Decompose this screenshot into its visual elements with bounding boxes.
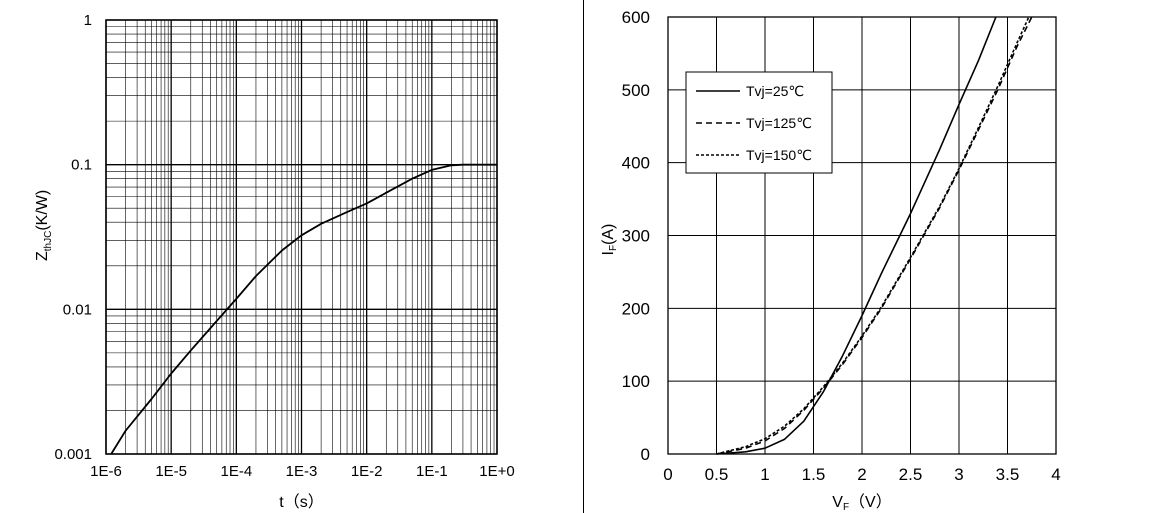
x-tick-label: 0.5 <box>705 465 729 484</box>
x-tick-label: 4 <box>1051 465 1060 484</box>
x-tick-label: 1E-4 <box>220 463 252 480</box>
forward-characteristic-chart: 0 0.5 1 1.5 2 2.5 3 3.5 4 0 100 200 300 400 500 600 Tvj=… <box>600 8 1061 513</box>
curve-tvj-125 <box>716 16 1033 455</box>
legend-entry: Tvj=125℃ <box>746 115 812 131</box>
x-axis-label: t（s） <box>279 493 323 511</box>
y-axis-label: ZthJC(K/W) <box>34 190 54 261</box>
x-tick-label: 2.5 <box>899 465 923 484</box>
x-tick-label: 1E-3 <box>286 463 318 480</box>
x-axis-label: VF（V） <box>832 493 891 513</box>
y-tick-label: 0 <box>641 445 650 464</box>
legend-entry: Tvj=25℃ <box>746 83 804 99</box>
y-tick-label: 600 <box>622 8 650 27</box>
y-tick-label: 200 <box>622 299 650 318</box>
y-tick-label: 1 <box>84 12 92 29</box>
curve-tvj-150 <box>716 16 1030 455</box>
y-axis-label: IF(A) <box>600 224 619 256</box>
x-tick-label: 1E-6 <box>90 463 122 480</box>
y-tick-label: 0.1 <box>71 157 92 174</box>
x-tick-label: 1E+0 <box>479 463 514 480</box>
x-tick-label: 1.5 <box>802 465 826 484</box>
x-tick-label: 2 <box>857 465 866 484</box>
y-tick-label: 300 <box>622 227 650 246</box>
y-tick-label: 500 <box>622 81 650 100</box>
plot-frame <box>667 16 1057 455</box>
x-tick-label: 3.5 <box>996 465 1020 484</box>
x-tick-label: 1 <box>760 465 769 484</box>
curve-tvj-25 <box>716 16 997 455</box>
y-tick-label: 0.01 <box>63 301 92 318</box>
x-tick-label: 3 <box>954 465 963 484</box>
panel-divider <box>583 0 584 513</box>
y-tick-label: 400 <box>622 154 650 173</box>
zthjc-curve <box>110 163 497 455</box>
thermal-impedance-chart: 1E-6 1E-5 1E-4 1E-3 1E-2 1E-1 1E+0 0.001 0.01 0.1… <box>34 12 515 511</box>
x-tick-label: 1E-1 <box>416 463 448 480</box>
y-tick-label: 100 <box>622 372 650 391</box>
x-tick-label: 1E-5 <box>155 463 187 480</box>
plot-frame <box>105 19 498 455</box>
x-tick-label: 0 <box>663 465 672 484</box>
legend-entry: Tvj=150℃ <box>746 147 812 163</box>
x-tick-label: 1E-2 <box>351 463 383 480</box>
y-tick-label: 0.001 <box>54 446 92 463</box>
